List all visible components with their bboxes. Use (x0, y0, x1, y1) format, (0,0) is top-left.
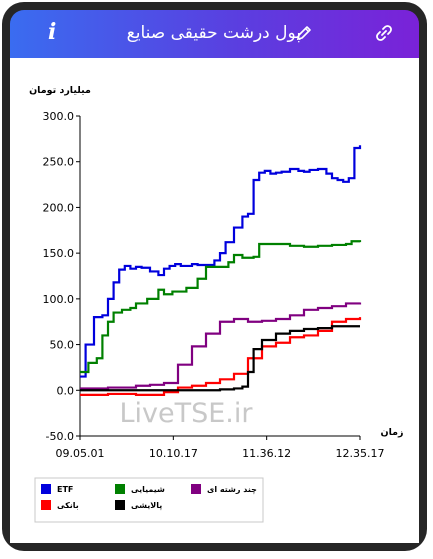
y-tick-label: 300.0 (43, 110, 75, 123)
x-tick-label: 12.35.17 (336, 447, 385, 460)
y-tick-label: -50.0 (46, 430, 74, 443)
y-tick-label: 250.0 (43, 156, 75, 169)
y-tick-label: 150.0 (43, 247, 75, 260)
legend-label: شیمیایی (131, 485, 165, 494)
legend-label: پالایشی (131, 501, 162, 510)
series-line (80, 145, 362, 378)
legend-swatch (115, 484, 125, 494)
x-tick-label: 11.36.12 (242, 447, 291, 460)
legend-swatch (41, 500, 51, 510)
y-tick-label: 200.0 (43, 201, 75, 214)
chart-panel: 300.0 250.0 200.0 150.0 100.0 50.0 0.0 -50.0 09… (10, 58, 419, 543)
info-icon[interactable]: i (48, 19, 57, 45)
watermark: LiveTSE.ir (119, 398, 253, 429)
chart-axes (79, 116, 360, 437)
y-tick-label: 50.0 (50, 339, 75, 352)
y-axis-label: میلیارد تومان (29, 85, 91, 96)
y-tick-label: 100.0 (43, 293, 75, 306)
x-axis-ticks: 09.05.01 10.10.17 11.36.12 12.35.17 (56, 436, 385, 460)
line-chart: 300.0 250.0 200.0 150.0 100.0 50.0 0.0 -50.0 09… (29, 85, 404, 523)
chart-legend: ETF شیمیایی چند رشته ای بانکی پالایشی (34, 477, 264, 523)
legend-swatch (115, 500, 125, 510)
chart-card: i پول درشت حقیقی صنایع 300.0 250.0 200.0 15… (2, 2, 427, 551)
link-icon[interactable] (374, 23, 394, 47)
card-header: i پول درشت حقیقی صنایع (10, 10, 419, 58)
legend-swatch (191, 484, 201, 494)
y-axis-ticks: 300.0 250.0 200.0 150.0 100.0 50.0 0.0 -50.0 (43, 110, 80, 443)
page-title: پول درشت حقیقی صنایع (126, 23, 301, 43)
x-axis-label: زمان (380, 427, 403, 438)
legend-label: بانکی (57, 501, 79, 510)
series-line (80, 240, 362, 374)
legend-label: ETF (57, 485, 73, 494)
series-line (80, 302, 362, 390)
series-line (80, 325, 360, 392)
x-tick-label: 09.05.01 (56, 447, 105, 460)
legend-label: چند رشته ای (207, 485, 257, 494)
y-tick-label: 0.0 (57, 384, 75, 397)
legend-swatch (41, 484, 51, 494)
legend-box (34, 477, 264, 523)
chart-series (80, 145, 362, 396)
pencil-icon[interactable] (295, 24, 313, 46)
x-tick-label: 10.10.17 (149, 447, 198, 460)
